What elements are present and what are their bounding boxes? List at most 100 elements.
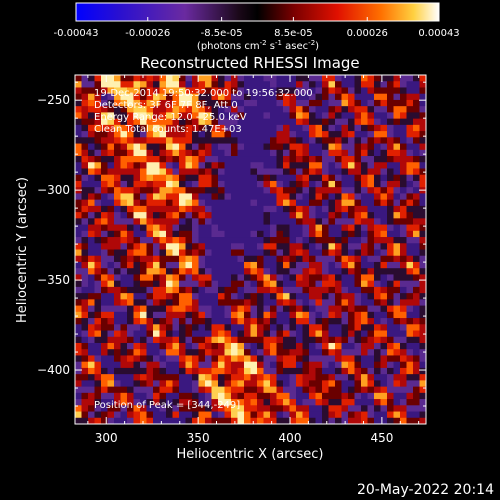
heatmap-cell bbox=[341, 392, 349, 400]
heatmap-cell bbox=[153, 330, 160, 338]
heatmap-cell bbox=[289, 299, 297, 306]
heatmap-cell bbox=[75, 237, 82, 244]
heatmap-cell bbox=[374, 386, 381, 394]
heatmap-cell bbox=[94, 230, 102, 238]
heatmap-cell bbox=[88, 237, 95, 244]
heatmap-cell bbox=[309, 118, 316, 126]
heatmap-cell bbox=[328, 336, 336, 344]
heatmap-cell bbox=[198, 299, 206, 306]
heatmap-cell bbox=[400, 205, 407, 213]
heatmap-cell bbox=[107, 355, 115, 363]
heatmap-cell bbox=[354, 342, 362, 350]
heatmap-cell bbox=[406, 411, 414, 419]
heatmap-cell bbox=[289, 156, 297, 163]
heatmap-cell bbox=[179, 249, 186, 257]
heatmap-cell bbox=[413, 81, 420, 88]
heatmap-cell bbox=[315, 174, 323, 182]
heatmap-cell bbox=[120, 93, 128, 101]
heatmap-cell bbox=[81, 355, 89, 363]
heatmap-cell bbox=[361, 374, 368, 381]
heatmap-cell bbox=[81, 149, 89, 157]
heatmap-cell bbox=[153, 261, 160, 269]
heatmap-cell bbox=[179, 112, 186, 120]
heatmap-cell bbox=[179, 367, 186, 375]
heatmap-cell bbox=[367, 411, 375, 419]
heatmap-cell bbox=[354, 193, 362, 201]
heatmap-cell bbox=[315, 212, 323, 219]
heatmap-cell bbox=[224, 106, 232, 113]
heatmap-cell bbox=[224, 118, 232, 126]
heatmap-cell bbox=[88, 380, 95, 388]
heatmap-cell bbox=[75, 361, 82, 369]
heatmap-cell bbox=[114, 174, 121, 182]
heatmap-cell bbox=[127, 261, 134, 269]
heatmap-cell bbox=[387, 286, 394, 294]
heatmap-cell bbox=[289, 336, 297, 344]
heatmap-cell bbox=[335, 124, 342, 132]
heatmap-cell bbox=[283, 405, 290, 412]
heatmap-cell bbox=[172, 112, 180, 120]
heatmap-cell bbox=[153, 293, 160, 300]
heatmap-cell bbox=[185, 355, 193, 363]
heatmap-cell bbox=[101, 243, 108, 250]
heatmap-cell bbox=[179, 193, 186, 201]
heatmap-cell bbox=[257, 230, 264, 238]
heatmap-cell bbox=[257, 330, 264, 338]
heatmap-cell bbox=[133, 386, 141, 394]
heatmap-cell bbox=[354, 255, 362, 263]
heatmap-cell bbox=[289, 311, 297, 319]
heatmap-cell bbox=[237, 386, 245, 394]
heatmap-cell bbox=[322, 124, 329, 132]
heatmap-cell bbox=[263, 174, 271, 182]
heatmap-cell bbox=[380, 411, 388, 419]
heatmap-cell bbox=[393, 249, 401, 257]
heatmap-cell bbox=[244, 305, 251, 313]
heatmap-cell bbox=[380, 81, 388, 88]
heatmap-cell bbox=[335, 417, 342, 425]
heatmap-cell bbox=[393, 180, 401, 188]
heatmap-cell bbox=[231, 380, 238, 388]
heatmap-cell bbox=[380, 374, 388, 381]
heatmap-cell bbox=[146, 193, 154, 201]
heatmap-cell bbox=[400, 261, 407, 269]
heatmap-cell bbox=[81, 386, 89, 394]
heatmap-cell bbox=[198, 336, 206, 344]
heatmap-cell bbox=[114, 274, 121, 282]
heatmap-cell bbox=[315, 355, 323, 363]
heatmap-cell bbox=[185, 162, 193, 169]
heatmap-cell bbox=[81, 255, 89, 263]
heatmap-cell bbox=[140, 180, 147, 188]
heatmap-cell bbox=[75, 417, 82, 425]
heatmap-cell bbox=[192, 380, 199, 388]
heatmap-cell bbox=[153, 212, 160, 219]
heatmap-cell bbox=[88, 286, 95, 294]
heatmap-cell bbox=[387, 218, 394, 225]
heatmap-cell bbox=[218, 411, 225, 419]
heatmap-cell bbox=[263, 187, 271, 194]
heatmap-cell bbox=[211, 174, 219, 182]
heatmap-cell bbox=[114, 237, 121, 244]
heatmap-cell bbox=[75, 224, 82, 232]
heatmap-cell bbox=[107, 237, 115, 244]
heatmap-cell bbox=[289, 405, 297, 412]
heatmap-cell bbox=[367, 355, 375, 363]
heatmap-cell bbox=[374, 193, 381, 201]
heatmap-cell bbox=[205, 330, 212, 338]
heatmap-cell bbox=[335, 336, 342, 344]
heatmap-cell bbox=[328, 349, 336, 356]
heatmap-cell bbox=[341, 367, 349, 375]
heatmap-cell bbox=[198, 230, 206, 238]
heatmap-cell bbox=[146, 199, 154, 207]
heatmap-cell bbox=[348, 417, 355, 425]
heatmap-cell bbox=[283, 355, 290, 363]
heatmap-cell bbox=[172, 336, 180, 344]
heatmap-cell bbox=[153, 162, 160, 169]
heatmap-cell bbox=[387, 112, 394, 120]
heatmap-cell bbox=[75, 374, 82, 381]
heatmap-cell bbox=[296, 75, 303, 82]
heatmap-cell bbox=[133, 280, 141, 288]
heatmap-cell bbox=[198, 224, 206, 232]
heatmap-cell bbox=[218, 118, 225, 126]
heatmap-cell bbox=[406, 205, 414, 213]
heatmap-cell bbox=[283, 367, 290, 375]
